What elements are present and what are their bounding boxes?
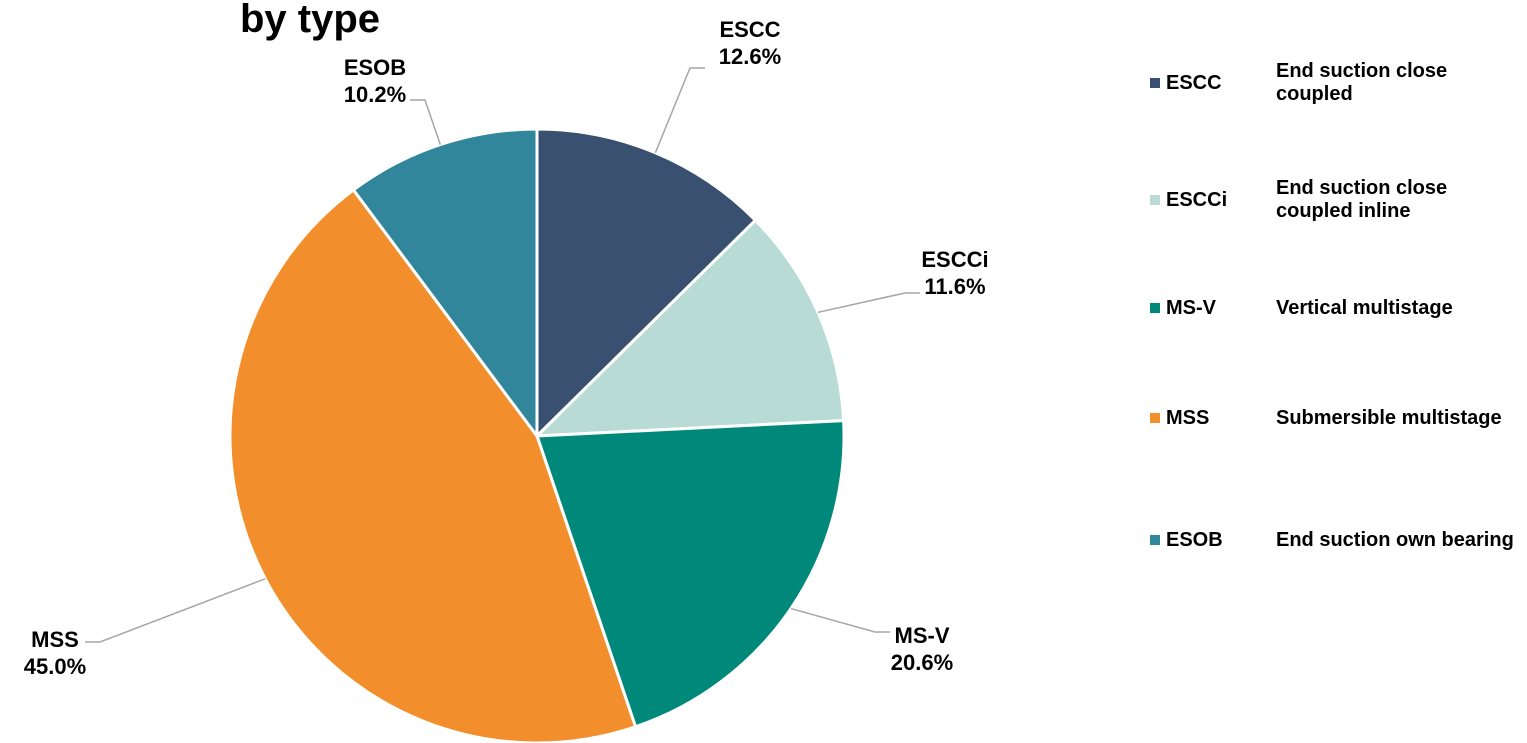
value-label: 10.2% (344, 82, 406, 107)
value-label: 11.6% (924, 274, 985, 299)
pie-slice (534, 419, 846, 729)
leader-line (790, 607, 890, 633)
leader-line (85, 578, 266, 643)
legend-description: End suction close coupled inline (1276, 177, 1448, 222)
legend-description: Submersible multistage (1276, 406, 1502, 429)
legend-item: MSS Submersible multistage (1150, 395, 1514, 441)
slice-label: ESCC (719, 17, 780, 42)
leader-line (817, 292, 920, 314)
legend-label: ESCC (1166, 71, 1222, 94)
legend-swatch (1150, 413, 1160, 423)
legend-description: End suction close coupled (1276, 60, 1448, 105)
legend-label: ESCCi (1166, 188, 1228, 211)
slice-label: MS-V (895, 623, 950, 648)
pie-slice (533, 218, 846, 438)
leader-line (654, 67, 705, 154)
legend-swatch (1150, 195, 1160, 205)
slice-label: ESOB (344, 55, 406, 80)
legend-label: MSS (1166, 406, 1210, 429)
value-label: 45.0% (24, 654, 86, 679)
legend-item: MS-V Vertical multistage (1150, 285, 1514, 331)
legend-description: End suction own bearing (1276, 528, 1514, 551)
legend-label: MS-V (1166, 296, 1216, 319)
value-label: 12.6% (719, 44, 781, 69)
chart-title: by type (240, 0, 380, 41)
legend-item: ESOB End suction own bearing (1150, 517, 1514, 563)
legend-label: ESOB (1166, 528, 1223, 551)
legend-swatch (1150, 78, 1160, 88)
value-label: 20.6% (891, 650, 953, 675)
legend-swatch (1150, 303, 1160, 313)
legend-description: Vertical multistage (1276, 296, 1453, 319)
pie-slice (228, 187, 638, 743)
legend-item: ESCCi End suction close coupled inline (1150, 177, 1514, 223)
legend-item: ESCC End suction close coupled (1150, 60, 1514, 106)
legend-swatch (1150, 535, 1160, 545)
slice-label: MSS (31, 627, 79, 652)
pie-slice (535, 127, 758, 440)
leader-line (410, 99, 442, 145)
slice-label: ESCCi (921, 247, 988, 272)
